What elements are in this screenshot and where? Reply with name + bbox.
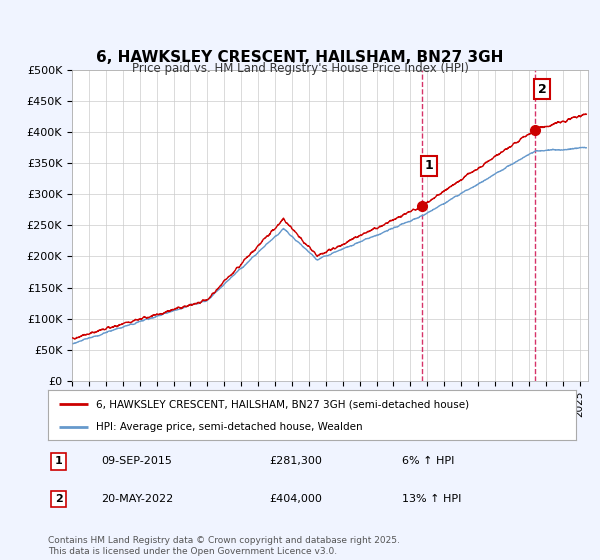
Text: Price paid vs. HM Land Registry's House Price Index (HPI): Price paid vs. HM Land Registry's House …	[131, 62, 469, 76]
Text: Contains HM Land Registry data © Crown copyright and database right 2025.
This d: Contains HM Land Registry data © Crown c…	[48, 536, 400, 556]
Text: HPI: Average price, semi-detached house, Wealden: HPI: Average price, semi-detached house,…	[95, 422, 362, 432]
Text: 6, HAWKSLEY CRESCENT, HAILSHAM, BN27 3GH (semi-detached house): 6, HAWKSLEY CRESCENT, HAILSHAM, BN27 3GH…	[95, 399, 469, 409]
Text: £281,300: £281,300	[270, 456, 323, 466]
Text: 09-SEP-2015: 09-SEP-2015	[101, 456, 172, 466]
Text: 20-MAY-2022: 20-MAY-2022	[101, 494, 173, 504]
Text: 13% ↑ HPI: 13% ↑ HPI	[402, 494, 461, 504]
Text: 6% ↑ HPI: 6% ↑ HPI	[402, 456, 454, 466]
Text: £404,000: £404,000	[270, 494, 323, 504]
Text: 2: 2	[55, 494, 62, 504]
Text: 1: 1	[424, 159, 433, 172]
Text: 6, HAWKSLEY CRESCENT, HAILSHAM, BN27 3GH: 6, HAWKSLEY CRESCENT, HAILSHAM, BN27 3GH	[97, 50, 503, 64]
Text: 2: 2	[538, 83, 547, 96]
Text: 1: 1	[55, 456, 62, 466]
